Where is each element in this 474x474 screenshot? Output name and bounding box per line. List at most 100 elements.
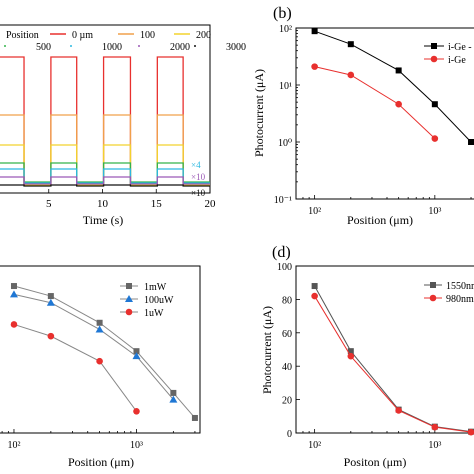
- legend-label: 100uW: [144, 295, 174, 306]
- x-tick-label: 5: [46, 198, 52, 210]
- series-line-1: [314, 295, 472, 433]
- series-line-500: [0, 162, 210, 183]
- data-point-0: [311, 28, 318, 35]
- y-tick-label: 40: [282, 362, 292, 373]
- data-point-0: [395, 67, 402, 74]
- data-point-1: [311, 292, 318, 300]
- y-tick-label: 100: [277, 262, 292, 273]
- data-point-0: [191, 414, 198, 421]
- legend-label: 1000: [102, 42, 122, 53]
- series-line-1000: [0, 168, 210, 184]
- y-tick-label: 10¹: [279, 81, 292, 92]
- series-line-100: [0, 114, 210, 186]
- data-point-2: [47, 332, 55, 340]
- legend-label: 0 µm: [72, 30, 93, 41]
- data-point-0: [47, 293, 54, 300]
- x-axis-label: Positon (μm): [344, 455, 407, 469]
- data-point-1: [169, 395, 178, 403]
- y-tick-label: 10⁰: [278, 138, 292, 149]
- data-point-1: [347, 71, 355, 79]
- legend-label: 1uW: [144, 308, 164, 319]
- y-axis-label: Photocurrent (μA): [260, 306, 274, 394]
- x-axis-label: Position (μm): [347, 213, 413, 227]
- data-point-0: [133, 348, 140, 355]
- legend-label: 2000: [170, 42, 190, 53]
- data-point-0: [311, 283, 318, 290]
- data-point-2: [96, 357, 103, 365]
- x-tick-label: 10: [97, 198, 109, 210]
- x-tick-label: 10²: [308, 440, 321, 451]
- legend-label: 200: [196, 30, 211, 41]
- y-tick-label: 20: [282, 396, 292, 407]
- data-point-1: [9, 290, 18, 298]
- data-point-1: [431, 423, 439, 431]
- data-point-0: [468, 139, 474, 145]
- legend-label: 1550nm: [446, 281, 474, 292]
- panel-label: (b): [273, 5, 292, 22]
- data-point-0: [96, 319, 103, 326]
- x-axis-label: Position (μm): [68, 455, 134, 469]
- x-tick-label: 10³: [428, 440, 441, 451]
- panel-d: (d) 0 20 40 60 80 100 10² 10³ Positon (μm) Photocu…: [260, 244, 474, 469]
- data-point-2: [133, 407, 140, 415]
- y-tick-label: 60: [282, 329, 292, 340]
- data-point-0: [170, 389, 177, 396]
- y-axis-label: Photocurrent (μA): [252, 69, 266, 157]
- data-point-2: [10, 321, 18, 328]
- annotation: ×4: [191, 160, 201, 170]
- legend-label: i-Ge: [448, 55, 466, 66]
- y-tick-label: 80: [282, 295, 292, 306]
- legend-marker: [430, 55, 438, 63]
- legend-label: 500: [36, 42, 51, 53]
- series-line-3000: [0, 184, 210, 187]
- legend-marker: [431, 43, 437, 49]
- data-point-1: [46, 298, 55, 306]
- series-line-2: [13, 323, 137, 412]
- x-axis-label: Time (s): [83, 213, 124, 227]
- legend-label: 1mW: [144, 282, 167, 293]
- legend-label: 100: [140, 30, 155, 41]
- legend-label: i-Ge -: [448, 42, 472, 53]
- data-point-0: [347, 41, 354, 48]
- data-point-1: [347, 352, 355, 360]
- data-point-1: [431, 135, 439, 142]
- data-point-1: [95, 325, 104, 333]
- x-tick-label: 10²: [7, 440, 20, 451]
- plot-frame: [295, 265, 474, 434]
- data-point-0: [431, 101, 438, 108]
- panel-c: 10² 10³ Position (μm) 1mW 100uW 1uW: [0, 265, 201, 469]
- x-tick-label: 15: [151, 198, 163, 210]
- legend-marker: [126, 283, 132, 289]
- series-line-2000: [0, 176, 210, 185]
- panel-label: (d): [272, 244, 291, 261]
- y-tick-label: 10⁻¹: [274, 195, 292, 206]
- legend-marker: [429, 294, 437, 302]
- legend-title: Position: [6, 30, 39, 41]
- data-point-1: [395, 407, 402, 414]
- series-line-0: [314, 285, 472, 433]
- y-tick-label: 10²: [279, 24, 292, 35]
- legend-marker: [125, 295, 133, 302]
- series-line-0: [13, 285, 196, 419]
- panel-a: 5 10 15 20 Time (s) Position 0 µm 100 200 500 1000…: [0, 24, 246, 227]
- x-tick-label: 10³: [428, 206, 441, 217]
- data-point-0: [347, 348, 354, 355]
- plot-frame: [295, 27, 474, 200]
- annotation: ×10: [191, 172, 206, 182]
- series-line-0m: [0, 56, 210, 186]
- x-tick-label: 10³: [130, 440, 143, 451]
- annotation: ×10: [191, 188, 206, 198]
- x-tick-label: 10²: [308, 206, 321, 217]
- series-line-1: [314, 66, 436, 139]
- data-point-1: [467, 428, 474, 436]
- plot-frame: [0, 265, 201, 434]
- data-point-1: [311, 63, 318, 70]
- data-point-1: [132, 352, 141, 360]
- series-line-200: [0, 144, 210, 186]
- legend-marker: [125, 308, 133, 316]
- x-tick-label: 20: [205, 198, 217, 210]
- legend-marker: [430, 282, 436, 288]
- data-point-0: [10, 283, 17, 290]
- y-tick-label: 0: [287, 429, 292, 440]
